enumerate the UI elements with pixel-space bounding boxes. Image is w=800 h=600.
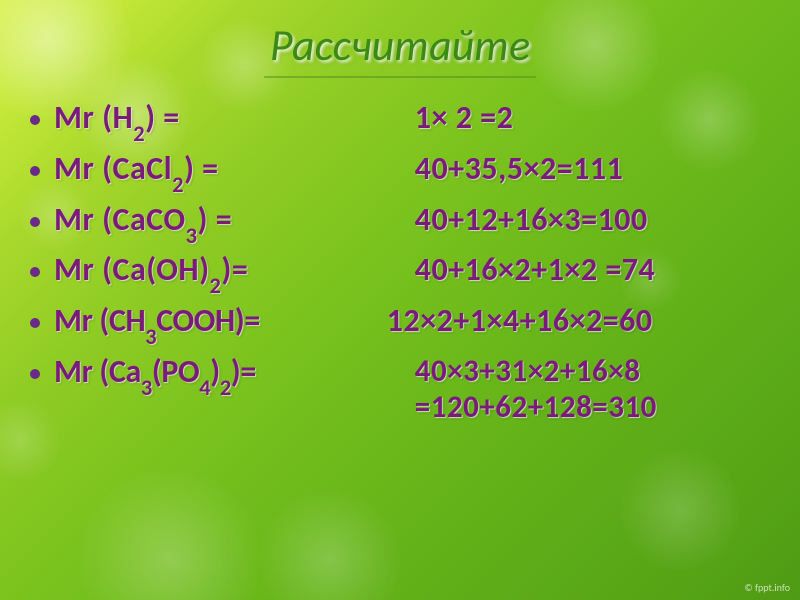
content-area: Mr (H2) = Mr (CaCl2) = Mr (CaCO3) = Mr (… [0,78,800,600]
formula-text: Mr (Ca3(PO4)2)= [54,354,256,391]
formula-text: Mr (Ca(OH)2)= [54,252,248,289]
result-text: 12×2+1×4+16×2=60 [387,301,653,340]
f-pre: Mr (CaCO [54,200,186,239]
result-text: 40+12+16×3=100 [415,200,648,239]
f-sub: 2 [220,375,231,402]
formula-text: Mr (CH3COOH)= [54,303,260,340]
slide: Рассчитайте Mr (H2) = Mr (CaCl2) = Mr (C… [0,0,800,600]
f-sub: 3 [145,324,156,351]
bullet-icon [30,369,40,379]
result-text: 1× 2 =2 [415,98,514,137]
f-sub: 2 [172,172,184,199]
result-text: 40+16×2+1×2 =74 [415,250,655,289]
formula-row: Mr (CH3COOH)= [30,303,415,340]
slide-title: Рассчитайте [264,18,536,78]
result-text: 40×3+31×2+16×8 =120+62+128=310 [415,352,657,426]
formulas-column: Mr (H2) = Mr (CaCl2) = Mr (CaCO3) = Mr (… [30,100,415,600]
formula-text: Mr (CaCl2) = [54,151,219,188]
f-pre: Mr (Ca [54,352,141,391]
f-mid: ) [210,352,220,391]
f-pre: Mr (Ca(OH) [54,250,210,289]
result-text: 40+35,5×2=111 [415,149,624,188]
title-wrap: Рассчитайте [0,0,800,78]
formula-row: Mr (Ca(OH)2)= [30,252,415,289]
bullet-icon [30,166,40,176]
f-sub: 3 [186,223,198,250]
f-post: )= [221,250,248,289]
f-sub: 3 [141,375,152,402]
formula-row: Mr (CaCO3) = [30,202,415,239]
formula-row: Mr (CaCl2) = [30,151,415,188]
f-post: ) = [197,200,232,239]
f-sub: 2 [210,273,222,300]
f-post: COOH)= [156,301,260,340]
f-post: ) = [184,149,219,188]
f-post: )= [231,352,256,391]
results-column: 1× 2 =2 40+35,5×2=111 40+12+16×3=100 40+… [415,100,770,600]
formula-row: Mr (H2) = [30,100,415,137]
bullet-icon [30,267,40,277]
f-mid: (PO [152,352,199,391]
f-sub: 4 [199,375,210,402]
f-pre: Mr (H [54,98,133,137]
f-pre: Mr (CH [54,301,145,340]
bullet-icon [30,115,40,125]
bullet-icon [30,318,40,328]
f-pre: Mr (CaCl [54,149,172,188]
f-sub: 2 [133,121,145,148]
f-post: ) = [145,98,180,137]
footer-credit: © fppt.info [744,581,790,594]
formula-text: Mr (CaCO3) = [54,202,232,239]
formula-row: Mr (Ca3(PO4)2)= [30,354,415,391]
formula-text: Mr (H2) = [54,100,180,137]
bullet-icon [30,217,40,227]
